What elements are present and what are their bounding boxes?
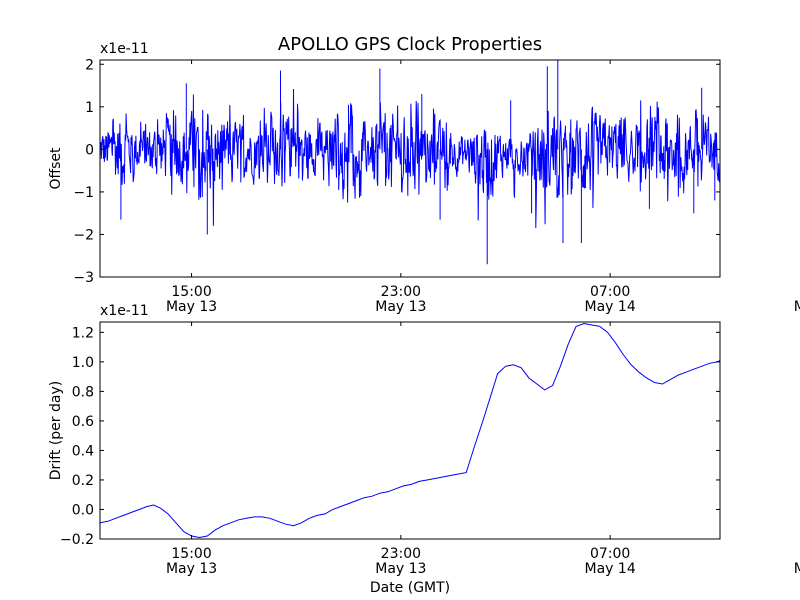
offset-ytick-label: −3	[73, 270, 94, 286]
drift-ylabel: Drift (per day)	[48, 381, 64, 480]
drift-ytick-label: 0.8	[72, 384, 94, 400]
drift-xtick-time: 15:00	[171, 546, 211, 562]
drift-ytick-label: 0.4	[72, 443, 94, 459]
offset-xtick-time: 07:00	[590, 284, 630, 300]
offset-xtick-time: 23:00	[381, 284, 421, 300]
drift-xtick-time: 07:00	[590, 546, 630, 562]
offset-xtick-time: 15:00	[171, 284, 211, 300]
offset-axes-frame	[99, 59, 721, 278]
offset-ytick-label: 0	[85, 142, 94, 158]
drift-ytick-label: 0.2	[72, 473, 94, 489]
offset-ytick-label: 2	[85, 57, 94, 73]
figure-title: APOLLO GPS Clock Properties	[278, 34, 542, 55]
drift-xtick-time: 23:00	[381, 546, 421, 562]
offset-xtick-date: May 14	[794, 299, 800, 315]
offset-xtick-date: May 13	[166, 299, 217, 315]
offset-xtick-date: May 13	[375, 299, 426, 315]
drift-ytick-label: 1.0	[72, 355, 94, 371]
drift-series-line	[100, 322, 720, 539]
drift-ytick-label: −0.2	[60, 532, 94, 548]
drift-ytick-label: 0.6	[72, 414, 94, 430]
offset-axis-multiplier: x1e-11	[100, 41, 149, 57]
offset-ytick-label: 1	[85, 100, 94, 116]
drift-axis-multiplier: x1e-11	[100, 303, 149, 319]
drift-xtick-date: May 13	[375, 561, 426, 577]
offset-xtick-date: May 14	[585, 299, 636, 315]
drift-xtick-date: May 14	[585, 561, 636, 577]
drift-xtick-date: May 13	[166, 561, 217, 577]
drift-ytick-label: 0.0	[72, 502, 94, 518]
offset-series-line	[100, 60, 720, 265]
offset-ytick-label: −2	[73, 227, 94, 243]
drift-xtick-date: May 14	[794, 561, 800, 577]
offset-ytick-label: −1	[73, 185, 94, 201]
drift-xlabel: Date (GMT)	[370, 580, 450, 596]
drift-ytick-label: 1.2	[72, 325, 94, 341]
drift-axes-frame	[99, 321, 721, 540]
offset-ylabel: Offset	[48, 147, 64, 190]
